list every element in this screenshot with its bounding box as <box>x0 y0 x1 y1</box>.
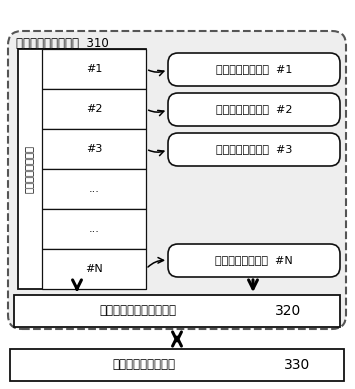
Text: #3: #3 <box>86 144 102 154</box>
Bar <box>42 129 146 169</box>
Text: #N: #N <box>85 264 103 274</box>
Text: #2: #2 <box>86 104 102 114</box>
Bar <box>42 49 146 89</box>
Text: 运动行为规划模块  #N: 运动行为规划模块 #N <box>215 256 293 266</box>
FancyBboxPatch shape <box>168 244 340 277</box>
Text: 320: 320 <box>275 304 301 318</box>
Text: 运动行为任务堆栈: 运动行为任务堆栈 <box>24 145 34 193</box>
FancyBboxPatch shape <box>168 53 340 86</box>
Text: 运动行为规划模块  #2: 运动行为规划模块 #2 <box>216 105 292 114</box>
Text: 真实机器人硬件本体: 真实机器人硬件本体 <box>112 359 175 371</box>
Text: 330: 330 <box>284 358 310 372</box>
Text: ...: ... <box>88 224 99 234</box>
Text: #1: #1 <box>86 64 102 74</box>
Bar <box>42 169 146 209</box>
Text: 运动行为规划模块  #1: 运动行为规划模块 #1 <box>216 65 292 75</box>
FancyBboxPatch shape <box>168 93 340 126</box>
Text: 机器人数据与控制服务层: 机器人数据与控制服务层 <box>99 305 176 317</box>
Bar <box>18 49 146 289</box>
FancyBboxPatch shape <box>168 133 340 166</box>
Bar <box>42 89 146 129</box>
Text: 运动行为规划模块  #3: 运动行为规划模块 #3 <box>216 144 292 154</box>
Bar <box>42 209 146 249</box>
Bar <box>10 349 344 381</box>
Text: ...: ... <box>88 184 99 194</box>
FancyBboxPatch shape <box>8 31 346 329</box>
Bar <box>14 295 340 327</box>
Text: 运动行为规划调度器  310: 运动行为规划调度器 310 <box>16 37 109 50</box>
Bar <box>42 249 146 289</box>
